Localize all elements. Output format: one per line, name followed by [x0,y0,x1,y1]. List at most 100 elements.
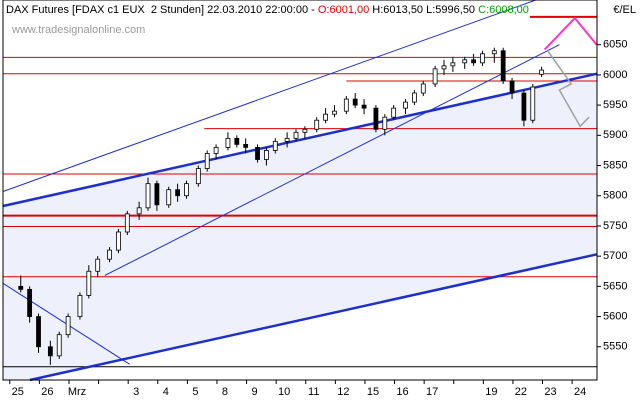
candle [391,105,397,121]
candle [382,114,388,136]
candle [361,99,367,115]
x-tick-label: 22 [515,386,527,398]
candle-body [107,249,112,260]
candle [18,275,24,293]
candle [95,256,101,278]
candle [441,59,447,75]
candle-body [195,168,201,185]
y-tick-label: 5650 [603,280,627,292]
candle [234,135,240,148]
candle [136,201,142,220]
watermark: www.tradesignalonline.com [11,24,145,36]
x-tick-label: Mrz [68,386,86,398]
candle-body [243,143,249,148]
candle-body [77,295,83,317]
candle [314,117,320,133]
header-close: C:6008,00 [475,4,529,16]
candle [420,80,426,97]
candle [116,228,121,254]
candle-body [314,119,320,130]
candle [65,313,71,338]
x-tick-label: 23 [544,386,556,398]
plot-border [2,0,598,381]
trendline [2,72,598,208]
candle-body [441,65,447,70]
candle-body [272,140,278,151]
candle-body [255,147,260,160]
candle [332,105,337,118]
candle-body [462,59,468,64]
candle [56,331,62,359]
candle [539,66,545,78]
y-tick-label: 6000 [603,69,627,81]
candle [323,108,329,124]
x-tick-label: 19 [485,386,497,398]
candle-body [343,98,349,112]
candle [293,129,299,142]
candle [243,138,249,154]
candle-body [65,316,71,336]
candle-body [136,207,142,215]
x-tick-label: 17 [426,386,438,398]
candle [343,96,349,115]
candle-body [480,53,485,64]
candle [145,177,151,211]
y-tick-label: 5800 [603,190,627,202]
candle-body [361,104,367,109]
candle [450,56,456,72]
candle [264,147,269,166]
candle-body [154,183,160,206]
candle-body [450,62,456,67]
candle [352,93,358,109]
y-tick-label: 5850 [603,159,627,171]
candle-body [184,183,189,197]
candle-body [293,131,299,139]
candle [27,286,33,323]
candle-body [332,110,337,115]
candle [107,247,112,263]
candle-body [124,213,130,233]
candle [462,56,468,69]
candle-body [264,150,269,160]
x-tick-label: 16 [396,386,408,398]
candle-body [36,316,41,348]
candle-body [382,116,388,130]
candle-body [432,68,438,85]
header-instrument: DAX Futures [FDAX c1 EUX 2 Stunden] 22.0… [6,4,318,16]
candle-body [86,270,92,296]
y-tick-label: 5900 [603,129,627,141]
candle [47,340,53,365]
y-tick-label: 5950 [603,99,627,111]
x-tick-label: 24 [574,386,586,398]
candle [272,138,278,154]
candle-body [116,231,121,251]
x-tick-label: 25 [12,386,24,398]
y-tick-label: 5750 [603,220,627,232]
candle [302,126,308,139]
candle-body [323,113,329,121]
candle-body [18,285,24,290]
candle-body [391,107,397,118]
candle-body [225,137,231,148]
candle-body [471,59,476,64]
x-tick-label: 3 [133,386,139,398]
candle-body [521,92,527,121]
candle [403,99,408,115]
x-tick-label: 26 [41,386,53,398]
plot-area [2,0,598,382]
x-tick-label: 9 [252,386,258,398]
candle [86,265,92,299]
candle-body [95,258,101,272]
x-tick-label: 4 [163,386,169,398]
candle [184,180,189,199]
candle-body [302,128,308,133]
candle [255,144,260,163]
candle-body [352,98,358,106]
candle [500,47,506,84]
candle [124,210,130,236]
trendline [29,253,598,382]
candle [521,90,527,127]
candle [491,47,497,63]
candle-body [403,101,408,109]
